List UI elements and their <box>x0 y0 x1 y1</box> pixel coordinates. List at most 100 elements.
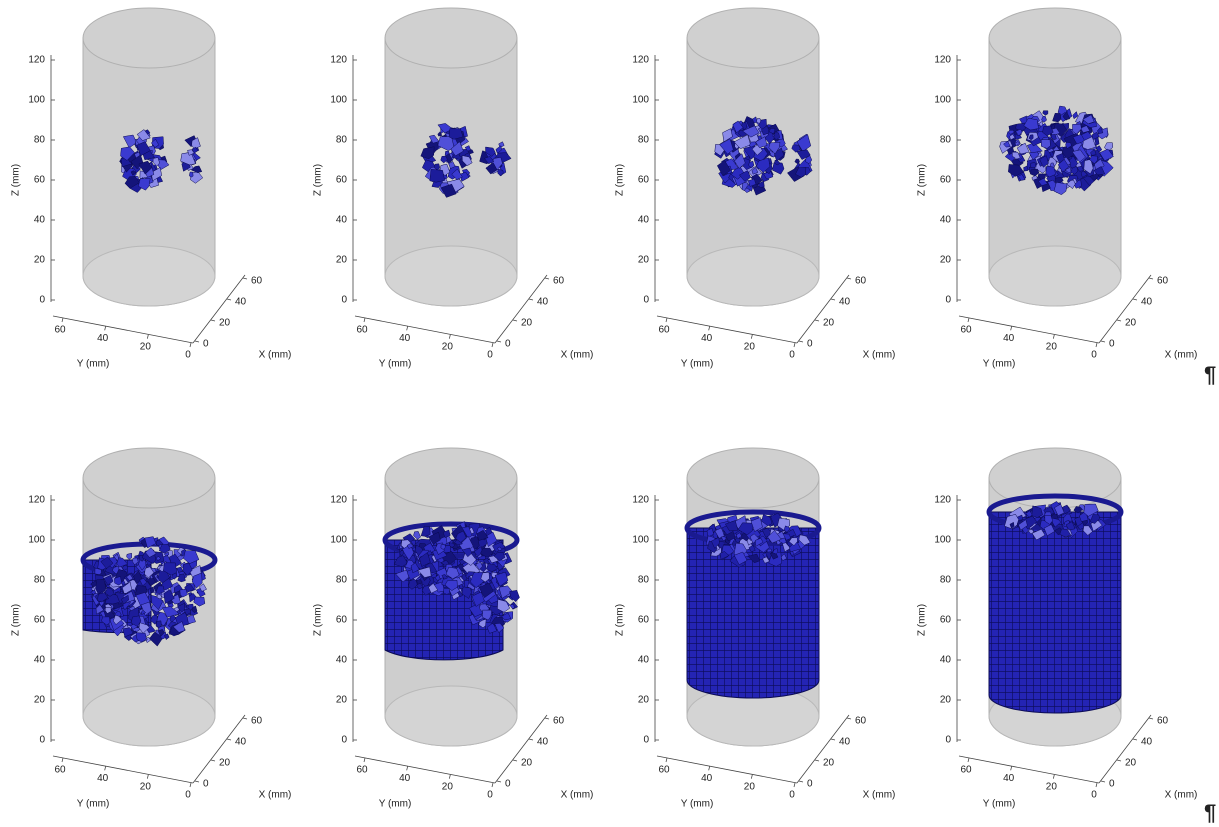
fragment <box>497 546 503 552</box>
x-tick-label: 40 <box>537 737 549 748</box>
fragment <box>461 573 468 582</box>
y-tick <box>61 317 64 323</box>
fragment <box>177 602 186 613</box>
fragment <box>189 171 194 178</box>
z-tick-label: 100 <box>934 535 951 546</box>
fragment <box>1051 134 1057 140</box>
y-tick-label: 20 <box>744 341 756 352</box>
z-tick-label: 20 <box>336 695 348 706</box>
fragment <box>486 622 498 634</box>
z-tick-label: 80 <box>336 135 348 146</box>
fragment <box>169 614 177 623</box>
x-tick <box>528 738 534 741</box>
x-tick <box>798 340 804 343</box>
fragment <box>140 609 147 615</box>
x-tick <box>496 340 502 343</box>
cylinder-top <box>686 7 820 69</box>
x-tick <box>1132 298 1138 301</box>
fragment <box>448 128 464 140</box>
fragment <box>1008 129 1015 135</box>
x-tick-label: 20 <box>521 758 533 769</box>
fragment <box>132 557 139 566</box>
fragment <box>1082 114 1095 125</box>
z-tick-label: 80 <box>940 575 952 586</box>
fragment <box>757 180 765 189</box>
x-axis <box>494 714 548 784</box>
x-tick <box>210 319 216 322</box>
fragment <box>428 134 440 144</box>
fragment <box>182 562 193 576</box>
y-tick-label: 40 <box>399 773 411 784</box>
fragment <box>413 531 421 540</box>
y-tick <box>967 317 970 323</box>
fragment <box>1097 126 1104 134</box>
fragment <box>156 593 163 599</box>
fragment <box>748 544 756 552</box>
fragment <box>1045 165 1056 178</box>
x-tick-label: 0 <box>203 339 209 350</box>
fragment <box>1072 133 1086 145</box>
cylinder-top <box>988 7 1122 69</box>
z-tick-label: 100 <box>632 95 649 106</box>
fragment <box>748 160 755 169</box>
y-tick-label: 20 <box>140 781 152 792</box>
y-axis-label: Y (mm) <box>983 799 1016 810</box>
fragment <box>152 157 160 167</box>
fragment <box>1093 166 1106 176</box>
y-tick <box>189 782 192 788</box>
x-axis-label: X (mm) <box>863 790 896 801</box>
fragment <box>711 537 720 549</box>
fragment <box>482 609 493 621</box>
fragment <box>450 141 464 157</box>
fragment <box>138 558 147 571</box>
fragment <box>97 592 109 603</box>
y-tick <box>1010 326 1013 331</box>
x-tick-label: 0 <box>1109 779 1115 790</box>
x-tick-label: 60 <box>251 716 263 727</box>
fragment <box>716 160 731 176</box>
fragment <box>419 552 431 567</box>
y-tick-label: 60 <box>960 765 972 776</box>
z-tick-label: 0 <box>39 295 45 306</box>
x-tick <box>1100 780 1106 783</box>
fragment <box>768 142 781 155</box>
fragment <box>494 623 505 634</box>
z-tick-label: 0 <box>643 295 649 306</box>
y-tick <box>1010 766 1013 771</box>
fragment <box>734 153 746 169</box>
fragment <box>1004 514 1021 530</box>
fragment <box>145 547 157 558</box>
x-tick <box>194 780 200 783</box>
fragment <box>122 627 134 638</box>
fragment <box>126 573 134 581</box>
y-tick-label: 20 <box>744 781 756 792</box>
y-tick <box>146 774 149 779</box>
y-axis <box>656 315 798 344</box>
fragment <box>476 529 489 541</box>
fragment <box>155 620 162 628</box>
fragment <box>1055 152 1065 164</box>
fragment <box>136 141 151 157</box>
fragment <box>763 170 774 180</box>
z-tick-label: 80 <box>34 135 46 146</box>
fragment <box>749 533 760 544</box>
y-tick <box>708 326 711 331</box>
y-tick <box>406 326 409 331</box>
fragment <box>1043 524 1055 537</box>
fragment <box>1023 165 1029 172</box>
mesh-band <box>988 511 1122 714</box>
fragment <box>120 594 129 605</box>
fragment <box>416 582 424 590</box>
x-tick <box>512 319 518 322</box>
z-tick-label: 60 <box>34 615 46 626</box>
fragment <box>1041 115 1047 123</box>
cylinder-top <box>384 7 518 69</box>
fragment <box>189 592 198 603</box>
mesh-band <box>686 527 820 699</box>
fragment <box>485 162 498 175</box>
z-axis-label: Z (mm) <box>615 164 626 196</box>
fragment <box>762 556 770 564</box>
fragment <box>455 530 467 543</box>
y-tick-label: 0 <box>1091 350 1097 361</box>
fragment <box>199 583 207 592</box>
